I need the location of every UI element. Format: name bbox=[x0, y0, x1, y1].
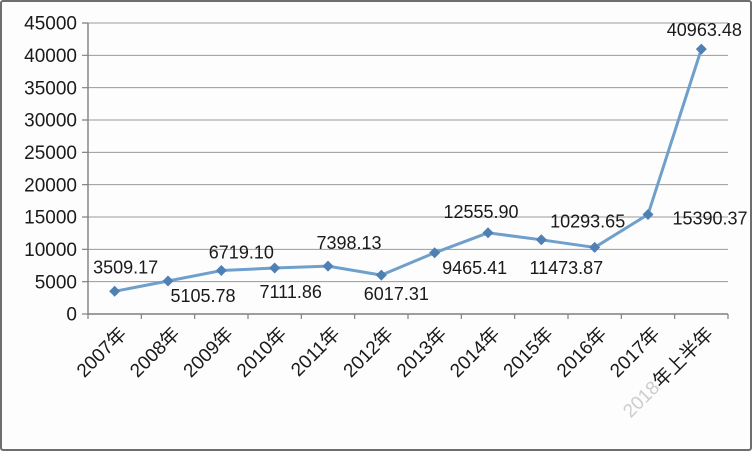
y-tick-label: 5000 bbox=[35, 272, 77, 293]
data-point-label: 40963.48 bbox=[667, 20, 742, 40]
x-category-label: 2008年 bbox=[126, 323, 185, 382]
data-point-marker bbox=[482, 227, 494, 239]
y-tick-label: 45000 bbox=[24, 14, 77, 35]
data-point-marker bbox=[535, 234, 547, 246]
x-category-label: 2007年 bbox=[72, 323, 131, 382]
data-point-label: 9465.41 bbox=[442, 258, 507, 278]
x-category-label: 2010年 bbox=[232, 323, 291, 382]
x-category-label: 2012年 bbox=[339, 323, 398, 382]
data-point-label: 15390.37 bbox=[672, 208, 747, 228]
data-point-marker bbox=[269, 262, 281, 274]
y-tick-label: 10000 bbox=[24, 240, 77, 261]
x-category-label: 2014年 bbox=[446, 323, 505, 382]
data-point-marker bbox=[589, 241, 601, 253]
y-tick-label: 15000 bbox=[24, 208, 77, 229]
data-point-label: 3509.17 bbox=[93, 257, 158, 277]
x-category-label: 2009年 bbox=[179, 323, 238, 382]
data-point-marker bbox=[215, 265, 227, 277]
data-point-marker bbox=[162, 275, 174, 287]
data-point-marker bbox=[642, 208, 654, 220]
y-tick-label: 20000 bbox=[24, 175, 77, 196]
data-point-label: 12555.90 bbox=[443, 202, 518, 222]
data-point-marker bbox=[375, 269, 387, 281]
data-point-label: 10293.65 bbox=[550, 211, 625, 231]
y-tick-label: 0 bbox=[66, 305, 77, 326]
data-point-label: 7111.86 bbox=[259, 282, 321, 302]
y-tick-label: 40000 bbox=[24, 46, 77, 67]
data-series-line bbox=[113, 47, 703, 293]
data-point-label: 6017.31 bbox=[364, 284, 429, 304]
x-category-label: 2015年 bbox=[499, 323, 558, 382]
data-point-marker bbox=[322, 260, 334, 272]
x-category-label: 2018年上半年 bbox=[619, 323, 718, 422]
y-tick-label: 25000 bbox=[24, 143, 77, 164]
data-point-label: 7398.13 bbox=[316, 233, 381, 253]
data-point-label: 11473.87 bbox=[529, 258, 603, 278]
data-point-marker bbox=[429, 247, 441, 259]
x-category-label: 2013年 bbox=[392, 323, 451, 382]
x-category-label: 2016年 bbox=[552, 323, 611, 382]
x-category-label: 2011年 bbox=[287, 323, 345, 381]
data-point-label: 6719.10 bbox=[209, 243, 274, 263]
data-point-marker bbox=[695, 43, 707, 55]
y-tick-label: 30000 bbox=[24, 111, 77, 132]
data-point-label: 5105.78 bbox=[170, 286, 235, 306]
data-point-marker bbox=[109, 285, 121, 297]
y-tick-label: 35000 bbox=[24, 78, 77, 99]
